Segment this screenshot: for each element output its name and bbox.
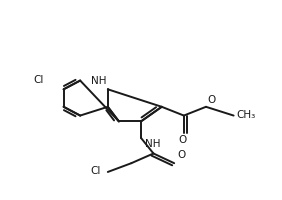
Text: NH: NH bbox=[145, 139, 161, 149]
Text: O: O bbox=[178, 135, 187, 145]
Text: Cl: Cl bbox=[91, 166, 101, 176]
Text: CH₃: CH₃ bbox=[236, 110, 255, 120]
Text: O: O bbox=[177, 150, 185, 160]
Text: O: O bbox=[207, 95, 216, 105]
Text: NH: NH bbox=[91, 76, 106, 86]
Text: Cl: Cl bbox=[34, 75, 44, 85]
